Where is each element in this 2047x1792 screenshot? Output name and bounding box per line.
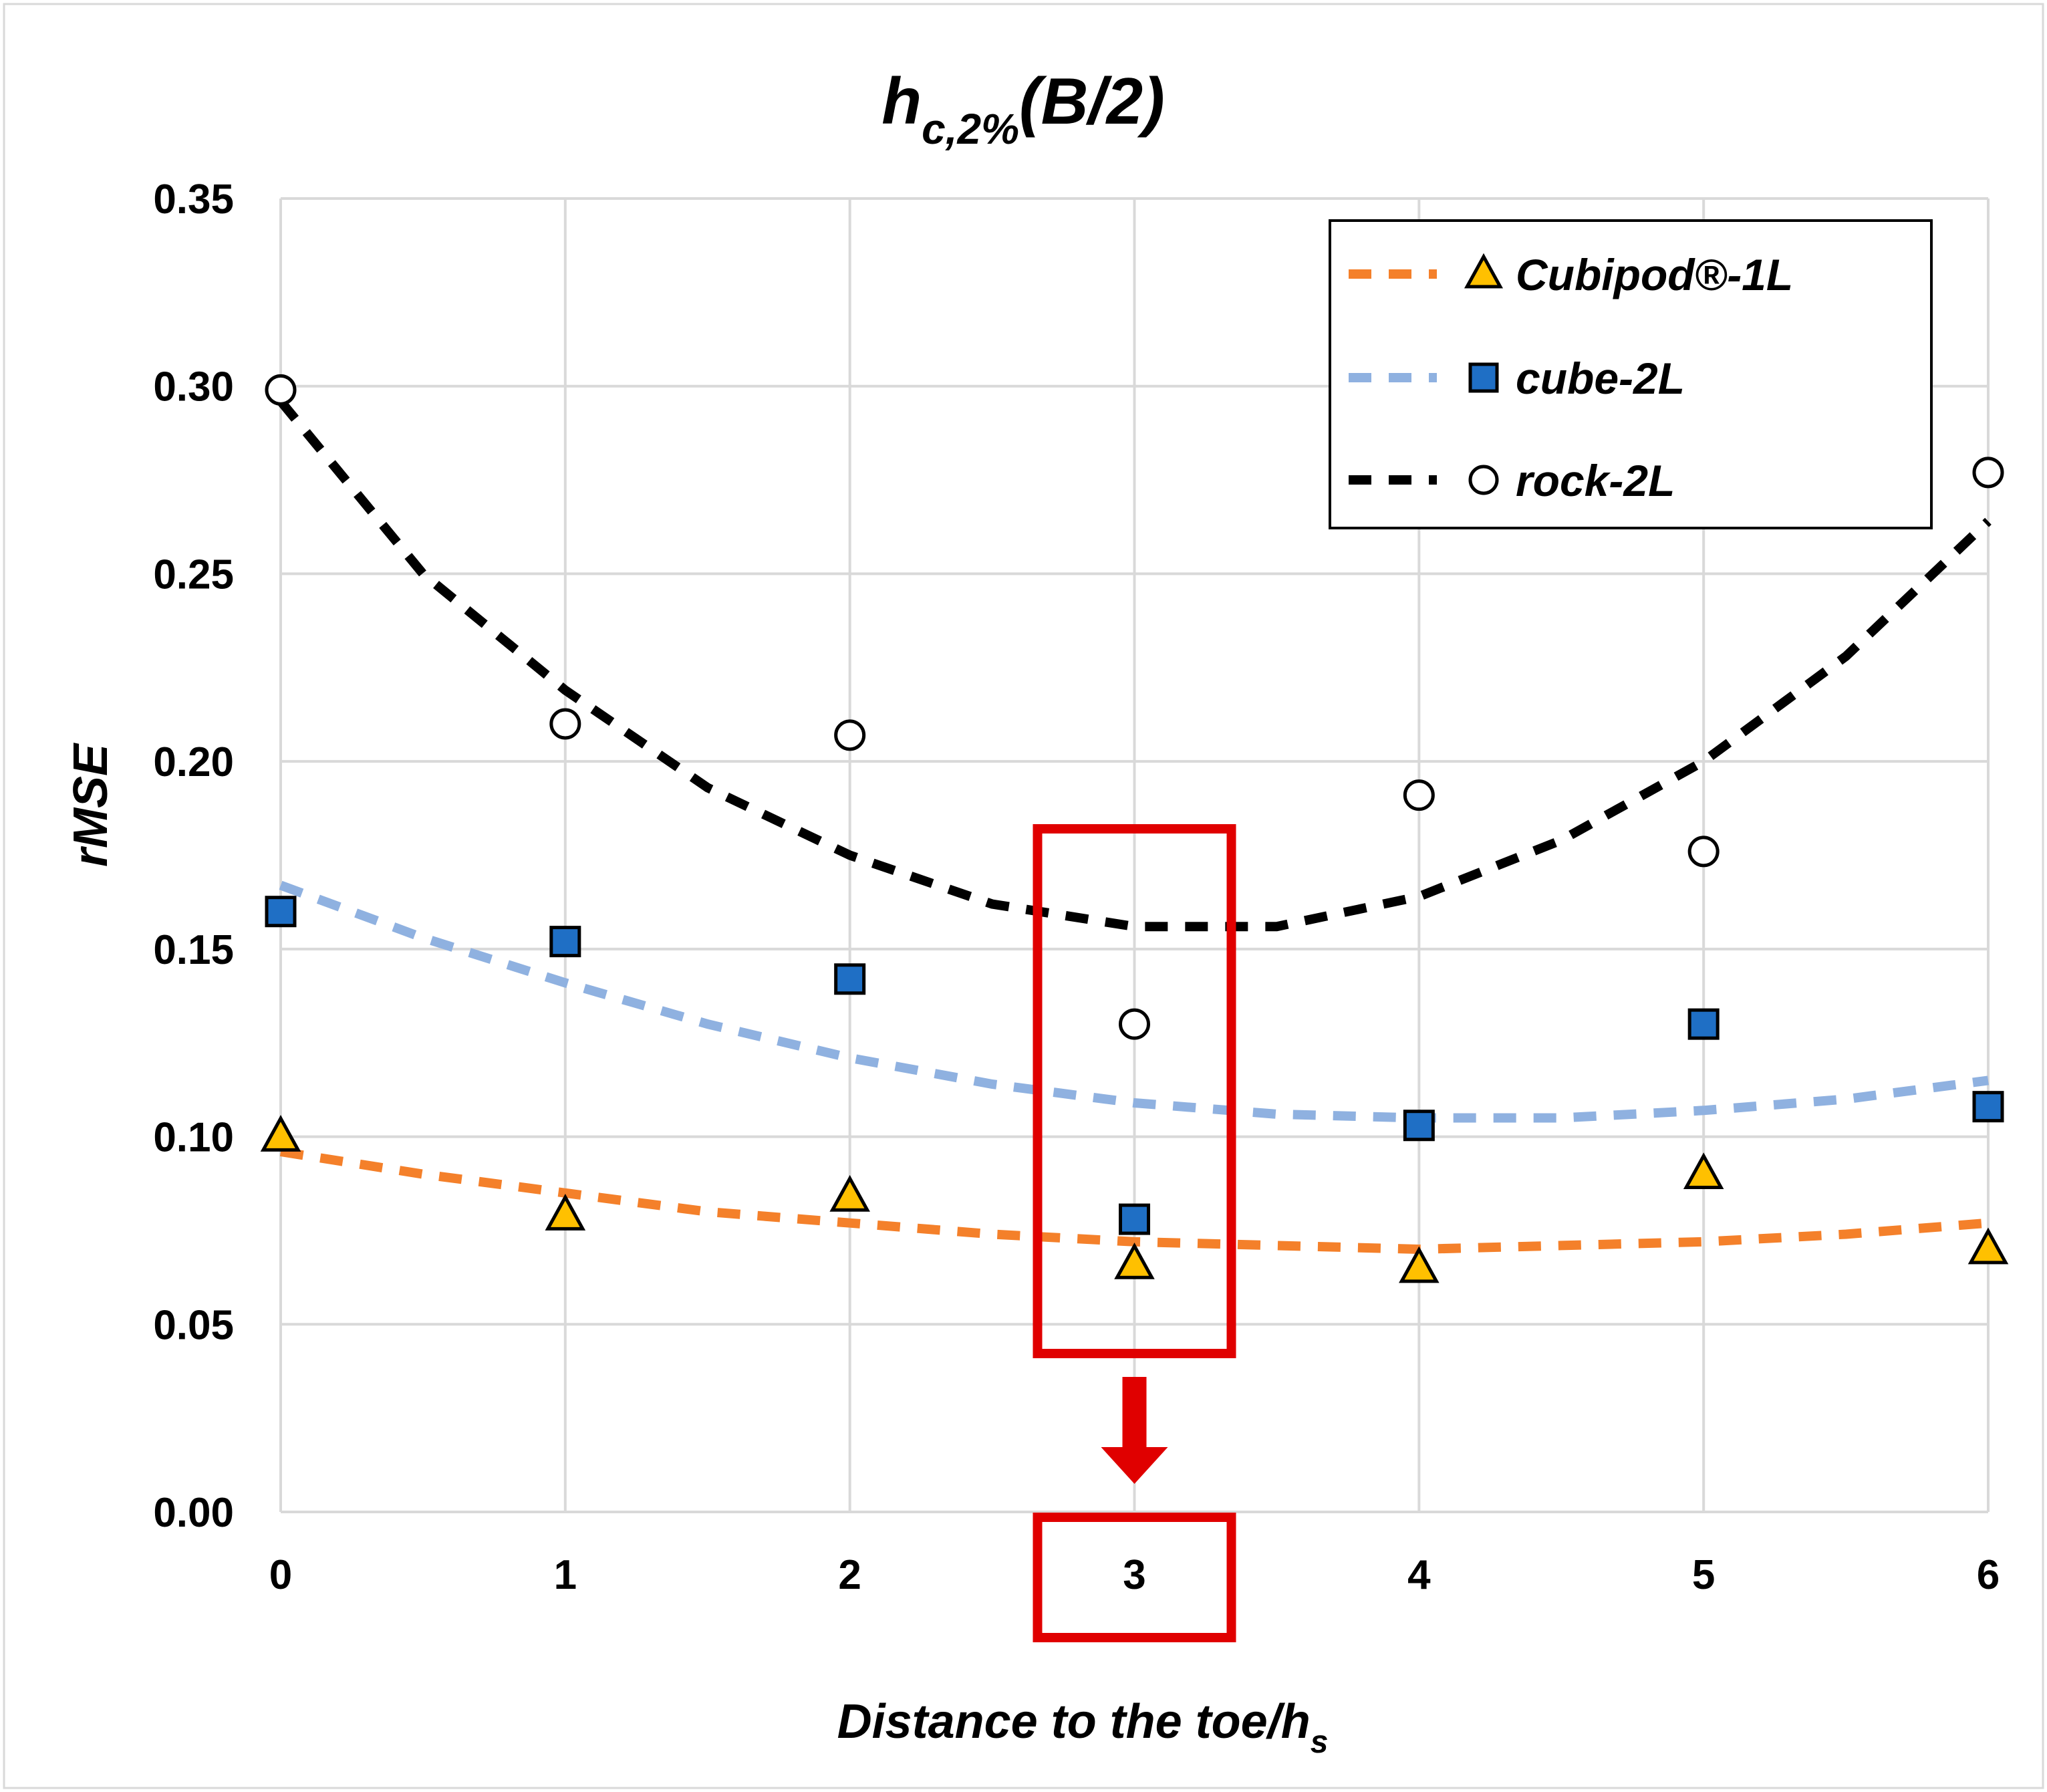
highlight-annotation xyxy=(1033,824,1236,1642)
chart-title-sub: c,2% xyxy=(922,105,1019,153)
x-tick-label: 3 xyxy=(1123,1552,1145,1598)
trendline-square xyxy=(279,880,1989,1123)
marker-circle xyxy=(265,374,297,406)
y-tick-label: 0.10 xyxy=(153,1115,234,1161)
marker-square xyxy=(1972,1091,2004,1123)
y-tick-label: 0.15 xyxy=(153,927,234,973)
marker-square xyxy=(1687,1008,1720,1040)
x-axis-label-main: Distance to the toe/h xyxy=(837,1695,1311,1749)
marker-square xyxy=(549,926,581,958)
chart-title-rest: (B/2) xyxy=(1019,64,1165,138)
x-tick-label: 6 xyxy=(1977,1552,2000,1598)
chart-title-main: h xyxy=(881,64,922,138)
trendlines xyxy=(277,398,1992,1255)
marker-circle xyxy=(549,708,581,740)
highlight-box-plot xyxy=(1033,824,1236,1358)
y-tick-label: 0.35 xyxy=(153,176,234,223)
marker-triangle xyxy=(1967,1227,2009,1265)
y-tick-label: 0.05 xyxy=(153,1302,234,1348)
marker-circle xyxy=(1403,779,1435,811)
marker-square xyxy=(1119,1203,1150,1235)
x-tick-label: 4 xyxy=(1407,1552,1431,1598)
legend-marker-triangle xyxy=(1464,253,1504,289)
marker-triangle xyxy=(1399,1246,1440,1283)
marker-circle xyxy=(834,719,866,751)
marker-circle xyxy=(1119,1008,1150,1040)
highlight-arrow-head xyxy=(1101,1447,1168,1484)
marker-square xyxy=(265,896,297,928)
chart-title: hc,2%(B/2) xyxy=(881,64,1165,153)
legend: Cubipod®-1L cube-2L rock-2L xyxy=(1329,219,1933,529)
x-axis-ticks: 0 1 2 3 4 5 6 xyxy=(269,1552,2000,1598)
x-axis-label-sub: s xyxy=(1311,1724,1329,1760)
x-tick-label: 5 xyxy=(1692,1552,1715,1598)
y-tick-label: 0.20 xyxy=(153,739,234,785)
trendline-triangle xyxy=(279,1147,1989,1255)
y-tick-label: 0.25 xyxy=(153,551,234,598)
marker-square xyxy=(1403,1110,1435,1142)
legend-label: rock-2L xyxy=(1516,456,1675,505)
x-tick-label: 0 xyxy=(269,1552,292,1598)
legend-label: cube-2L xyxy=(1516,354,1685,403)
marker-triangle xyxy=(545,1193,586,1231)
marker-circle xyxy=(1972,457,2004,489)
y-axis-label: rMSE xyxy=(64,743,118,867)
highlight-box-axis xyxy=(1033,1513,1236,1642)
y-axis-ticks: 0.00 0.05 0.10 0.15 0.20 0.25 0.30 0.35 xyxy=(153,176,234,1536)
highlight-arrow-shaft xyxy=(1122,1377,1147,1450)
legend-marker-circle xyxy=(1468,465,1499,495)
y-tick-label: 0.30 xyxy=(153,364,234,410)
y-tick-label: 0.00 xyxy=(153,1490,234,1536)
x-tick-label: 1 xyxy=(554,1552,577,1598)
legend-marker-square xyxy=(1468,362,1499,393)
marker-circle xyxy=(1687,836,1720,868)
x-axis-label: Distance to the toe/hs xyxy=(837,1695,1329,1760)
marker-triangle xyxy=(1114,1242,1155,1279)
marker-triangle xyxy=(260,1115,301,1152)
marker-square xyxy=(834,963,866,995)
data-markers xyxy=(260,374,2009,1283)
x-tick-label: 2 xyxy=(838,1552,861,1598)
marker-triangle xyxy=(1683,1152,1724,1190)
trendline-circle xyxy=(277,398,1992,932)
legend-label: Cubipod®-1L xyxy=(1516,250,1793,299)
marker-triangle xyxy=(829,1174,870,1212)
